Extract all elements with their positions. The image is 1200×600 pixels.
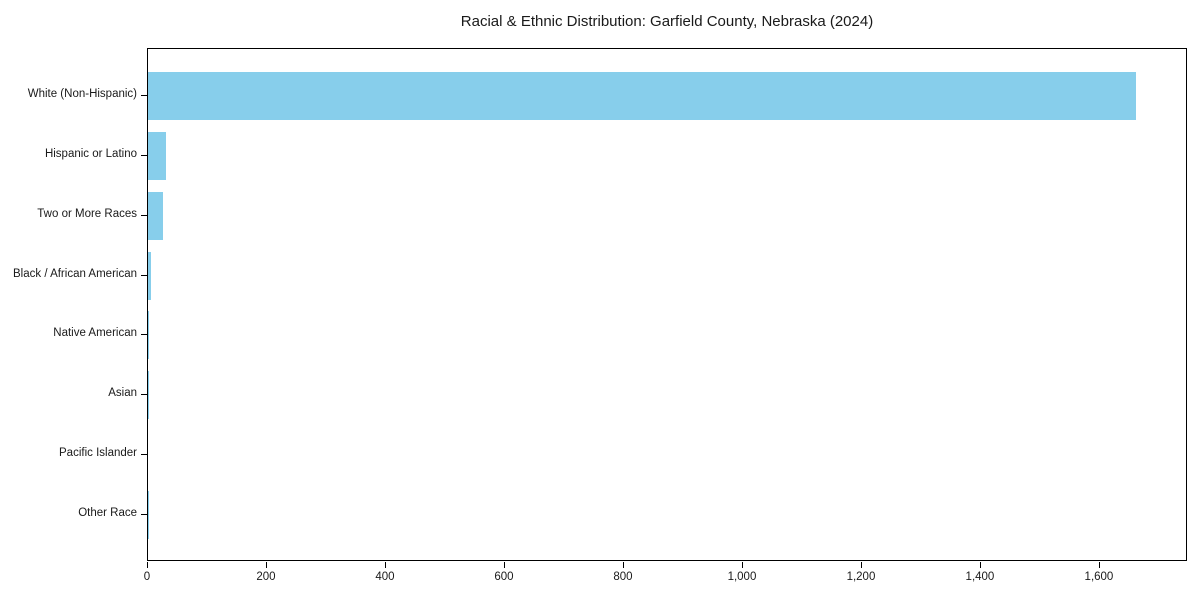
bar-native-american (148, 311, 150, 360)
x-tick-label: 1,000 (727, 571, 757, 583)
bar-other-race (148, 490, 149, 539)
plot-area (147, 48, 1187, 561)
bar-white-non-hispanic (148, 72, 1136, 121)
bar-asian (148, 371, 149, 420)
y-tick-mark (141, 155, 147, 157)
y-tick-mark (141, 95, 147, 97)
x-tick-mark (860, 562, 862, 568)
x-tick-mark (503, 562, 505, 568)
x-tick-mark (1098, 562, 1100, 568)
y-tick-mark (141, 274, 147, 276)
y-tick-label: Other Race (78, 506, 137, 519)
y-tick-label: Two or More Races (37, 207, 137, 220)
x-tick-mark (741, 562, 743, 568)
y-tick-label: White (Non-Hispanic) (27, 88, 137, 101)
x-tick-mark (979, 562, 981, 568)
y-tick-mark (141, 513, 147, 515)
x-tick-mark (265, 562, 267, 568)
x-tick-label: 400 (375, 571, 395, 583)
bar-hispanic-or-latino (148, 132, 167, 181)
x-tick-label: 600 (494, 571, 514, 583)
x-tick-label: 1,200 (846, 571, 876, 583)
x-tick-label: 1,600 (1084, 571, 1114, 583)
y-tick-label: Native American (53, 327, 137, 340)
y-tick-mark (141, 453, 147, 455)
x-tick-mark (384, 562, 386, 568)
y-tick-mark (141, 394, 147, 396)
y-tick-mark (141, 334, 147, 336)
chart-title: Racial & Ethnic Distribution: Garfield C… (460, 13, 874, 30)
y-tick-label: Hispanic or Latino (44, 148, 137, 161)
y-tick-label: Pacific Islander (59, 446, 137, 459)
x-tick-mark (147, 562, 148, 568)
x-tick-label: 800 (613, 571, 633, 583)
y-tick-label: Asian (108, 387, 137, 400)
x-tick-label: 200 (256, 571, 276, 583)
y-tick-mark (141, 214, 147, 216)
bar-two-or-more-races (148, 191, 163, 240)
y-tick-label: Black / African American (13, 267, 137, 280)
x-tick-mark (622, 562, 624, 568)
x-tick-label: 1,400 (965, 571, 995, 583)
x-tick-label: 0 (143, 571, 151, 583)
bar-black-african-american (148, 251, 151, 300)
